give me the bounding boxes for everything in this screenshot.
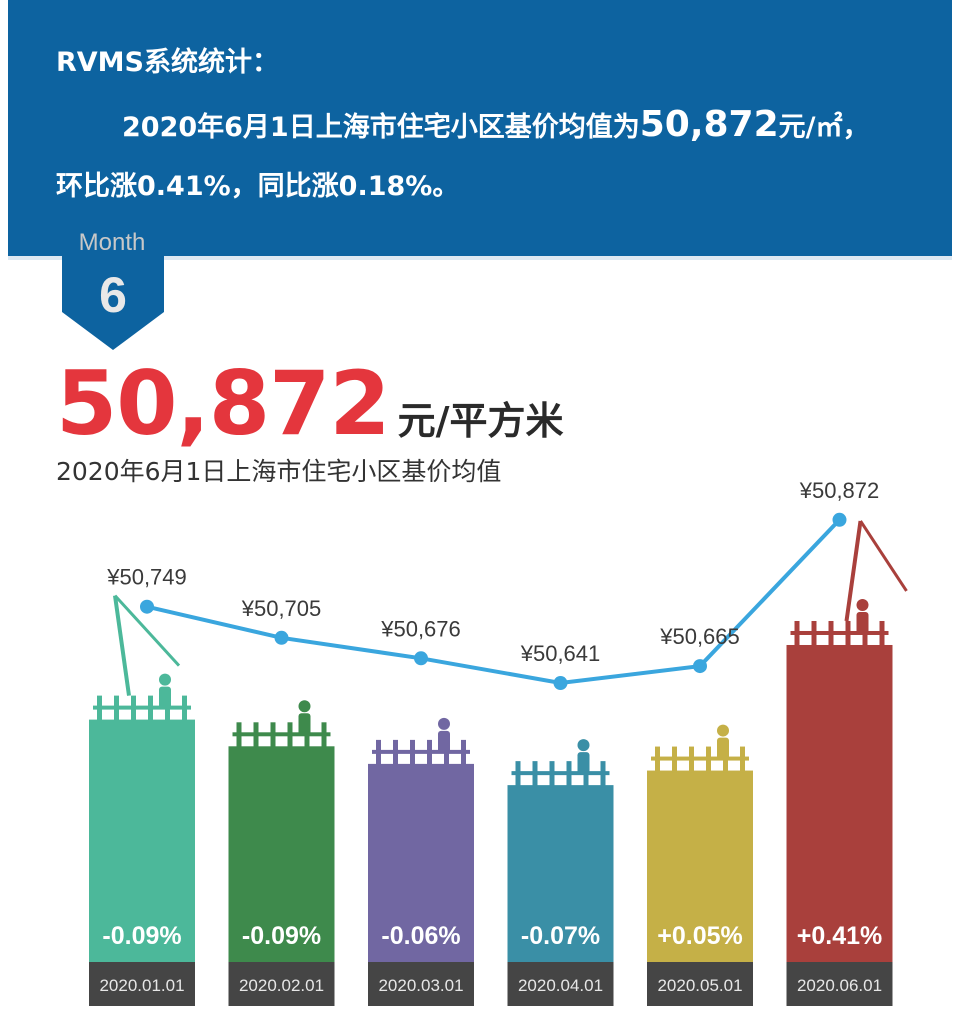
- date-band-2: [228, 962, 335, 1006]
- worker-body: [298, 713, 311, 736]
- worker-head: [577, 739, 590, 752]
- header-title: RVMS系统统计：: [56, 47, 280, 78]
- headline: 50,872 元/平方米: [56, 352, 563, 455]
- scaffold-5: [651, 724, 749, 773]
- worker-body: [856, 611, 869, 634]
- header-summary-unit: 元/㎡，: [778, 112, 870, 143]
- scaffold-beam: [93, 705, 191, 710]
- worker-head: [856, 598, 869, 611]
- crane-mast: [844, 520, 863, 622]
- headline-value: 50,872: [56, 352, 391, 455]
- crane-boom: [859, 520, 908, 592]
- change-label-5: +0.05%: [657, 922, 743, 950]
- bar-group: [89, 644, 893, 1006]
- header-summary-value: 50,872: [639, 104, 779, 145]
- worker-body: [577, 752, 590, 775]
- value-label-2: ¥50,705: [241, 596, 322, 621]
- badge-shape: [62, 226, 164, 350]
- header-summary-line2: 环比涨0.41%，同比涨0.18%。: [56, 171, 460, 202]
- month-badge: Month 6: [62, 226, 164, 350]
- bar-1: [89, 719, 195, 962]
- date-band-3: [368, 962, 474, 1006]
- worker-body: [438, 730, 450, 753]
- scaffold-beam: [651, 756, 749, 761]
- worker-body: [159, 686, 171, 709]
- change-label-2: -0.09%: [242, 922, 321, 950]
- date-label-5: 2020.05.01: [657, 976, 742, 995]
- value-label-4: ¥50,641: [520, 641, 601, 666]
- header-summary-line1: 2020年6月1日上海市住宅小区基价均值为50,872元/㎡，: [122, 104, 870, 145]
- headline-unit: 元/平方米: [397, 399, 564, 443]
- value-label-5: ¥50,665: [659, 624, 740, 649]
- worker-head: [717, 724, 729, 737]
- date-label-1: 2020.01.01: [99, 976, 184, 995]
- date-band-6: [786, 962, 893, 1006]
- bar-4: [507, 785, 614, 962]
- trend-point-1: [140, 599, 154, 614]
- date-band-1: [89, 962, 195, 1006]
- worker-head: [159, 673, 171, 686]
- scaffold-beam: [511, 771, 610, 776]
- trend-point-4: [553, 676, 568, 691]
- date-label-2: 2020.02.01: [239, 976, 324, 995]
- worker-body: [717, 737, 729, 760]
- worker-head: [438, 717, 450, 730]
- trend-line-group: [140, 512, 847, 691]
- trend-point-5: [693, 659, 707, 674]
- date-label-3: 2020.03.01: [378, 976, 463, 995]
- badge-label: Month: [79, 229, 146, 256]
- bar-2: [228, 746, 335, 962]
- crane-boom: [113, 594, 181, 667]
- scaffold-1: [93, 594, 191, 722]
- scaffold-beam: [790, 630, 889, 635]
- value-label-1: ¥50,749: [106, 565, 187, 590]
- worker-head: [298, 700, 311, 713]
- change-label-3: -0.06%: [381, 922, 460, 950]
- label-group: 2020.01.01 -0.09% 2020.02.01 -0.09% 2020.03.…: [99, 478, 882, 995]
- construction-decor: [93, 520, 908, 788]
- header-banner: [8, 0, 952, 260]
- value-label-6: ¥50,872: [799, 478, 880, 503]
- trend-point-2: [274, 630, 289, 645]
- scaffold-6: [790, 520, 908, 647]
- scaffold-beam: [372, 749, 470, 754]
- scaffold-4: [511, 739, 610, 788]
- trend-line: [146, 518, 841, 686]
- header-summary-text: 2020年6月1日上海市住宅小区基价均值为: [122, 112, 640, 143]
- date-label-6: 2020.06.01: [797, 976, 882, 995]
- bar-3: [368, 763, 474, 962]
- date-band-5: [647, 962, 753, 1006]
- headline-subtitle: 2020年6月1日上海市住宅小区基价均值: [56, 457, 502, 486]
- scaffold-3: [372, 717, 470, 766]
- crane-mast: [113, 595, 131, 696]
- trend-point-3: [414, 651, 428, 666]
- value-label-3: ¥50,676: [380, 616, 461, 641]
- change-label-6: +0.41%: [797, 922, 883, 950]
- header-divider-inner: [8, 226, 952, 256]
- trend-point-6: [832, 512, 847, 527]
- scaffold-beam: [232, 732, 331, 737]
- date-label-4: 2020.04.01: [518, 976, 603, 995]
- badge-number: 6: [99, 267, 127, 323]
- change-label-4: -0.07%: [521, 922, 600, 950]
- change-label-1: -0.09%: [102, 922, 181, 950]
- date-band-4: [507, 962, 614, 1006]
- bar-5: [647, 770, 753, 962]
- bar-6: [786, 644, 893, 962]
- scaffold-2: [232, 700, 331, 749]
